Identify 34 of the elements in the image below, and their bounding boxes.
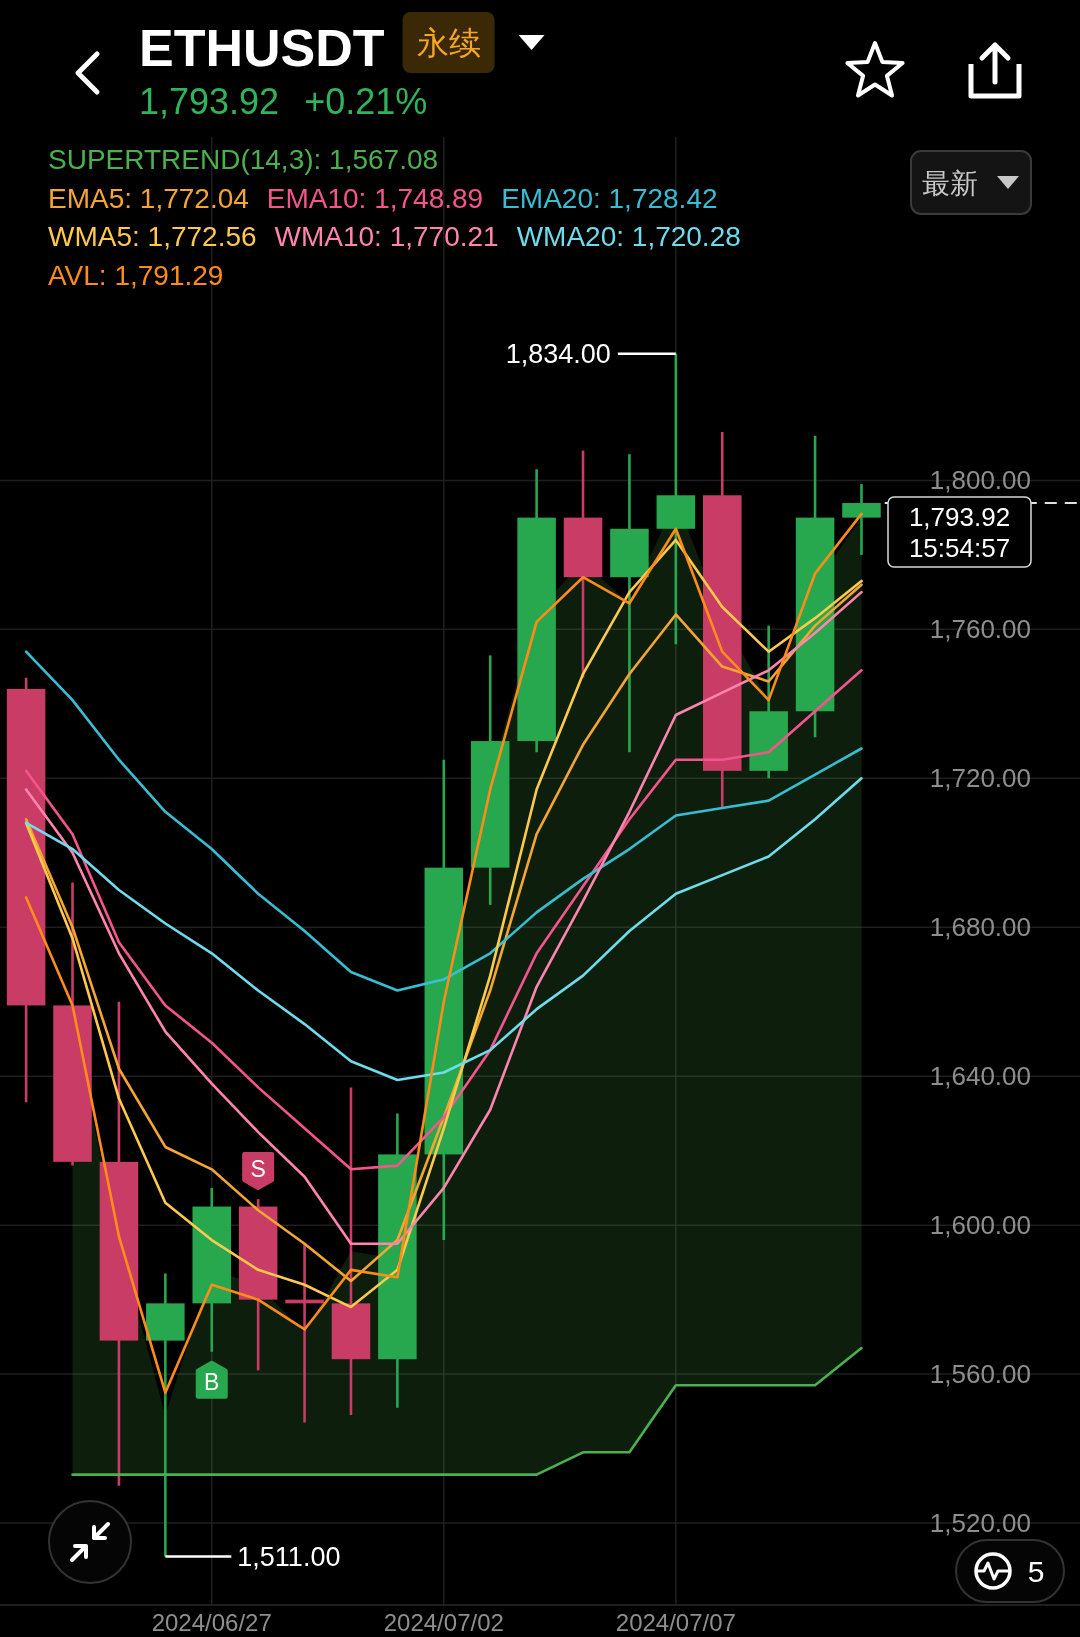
- line-series: [71, 1346, 863, 1476]
- y-tick-label: 1,680.00: [929, 912, 1031, 943]
- annotation: 5: [1027, 1554, 1045, 1588]
- candlestick: [656, 352, 696, 646]
- text: AVL: 1,791.29: [48, 259, 224, 291]
- text: SUPERTREND(14,3): 1,567.08: [48, 144, 439, 175]
- y-tick-label: 1,640.00: [929, 1061, 1031, 1092]
- annotation: S: [250, 1156, 266, 1183]
- annotation: 最新: [922, 167, 978, 199]
- annotation: 1,834.00: [505, 338, 611, 369]
- annotation: B: [204, 1368, 220, 1395]
- line-series: [24, 650, 863, 992]
- y-tick-label: 1,600.00: [929, 1210, 1031, 1241]
- x-tick-label: 2024/06/27: [151, 1608, 272, 1636]
- x-tick-label: 2024/07/07: [615, 1608, 736, 1636]
- text: EMA5: 1,772.04: [48, 182, 249, 214]
- text: 1,793.92 +0.21%: [139, 81, 428, 122]
- chart-title: ETHUSDT: [139, 19, 385, 77]
- x-tick-label: 2024/07/02: [383, 1608, 504, 1636]
- line-series: [24, 777, 863, 1082]
- y-tick-label: 1,520.00: [929, 1508, 1031, 1539]
- y-tick-label: 1,560.00: [929, 1359, 1031, 1390]
- text: EMA20: 1,728.42: [501, 182, 718, 214]
- y-tick-label: 1,760.00: [929, 614, 1031, 645]
- text: WMA20: 1,720.28: [516, 221, 741, 252]
- text: WMA5: 1,772.56: [48, 221, 257, 252]
- ref-line-label: 1,793.92: [908, 502, 1011, 533]
- annotation: 1,511.00: [237, 1541, 341, 1572]
- annotation: 永续: [416, 25, 481, 61]
- text: EMA10: 1,748.89: [266, 182, 484, 214]
- annotation: 15:54:57: [908, 533, 1011, 564]
- y-tick-label: 1,800.00: [929, 465, 1031, 496]
- text: WMA10: 1,770.21: [274, 221, 499, 252]
- y-tick-label: 1,720.00: [929, 763, 1031, 794]
